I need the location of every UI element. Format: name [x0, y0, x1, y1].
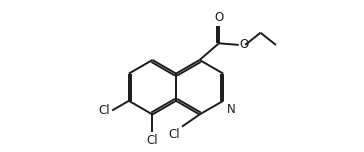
Text: O: O [240, 38, 249, 51]
Text: Cl: Cl [98, 104, 110, 117]
Text: O: O [214, 11, 223, 24]
Text: Cl: Cl [169, 128, 181, 141]
Text: N: N [227, 103, 236, 116]
Text: Cl: Cl [147, 134, 158, 147]
